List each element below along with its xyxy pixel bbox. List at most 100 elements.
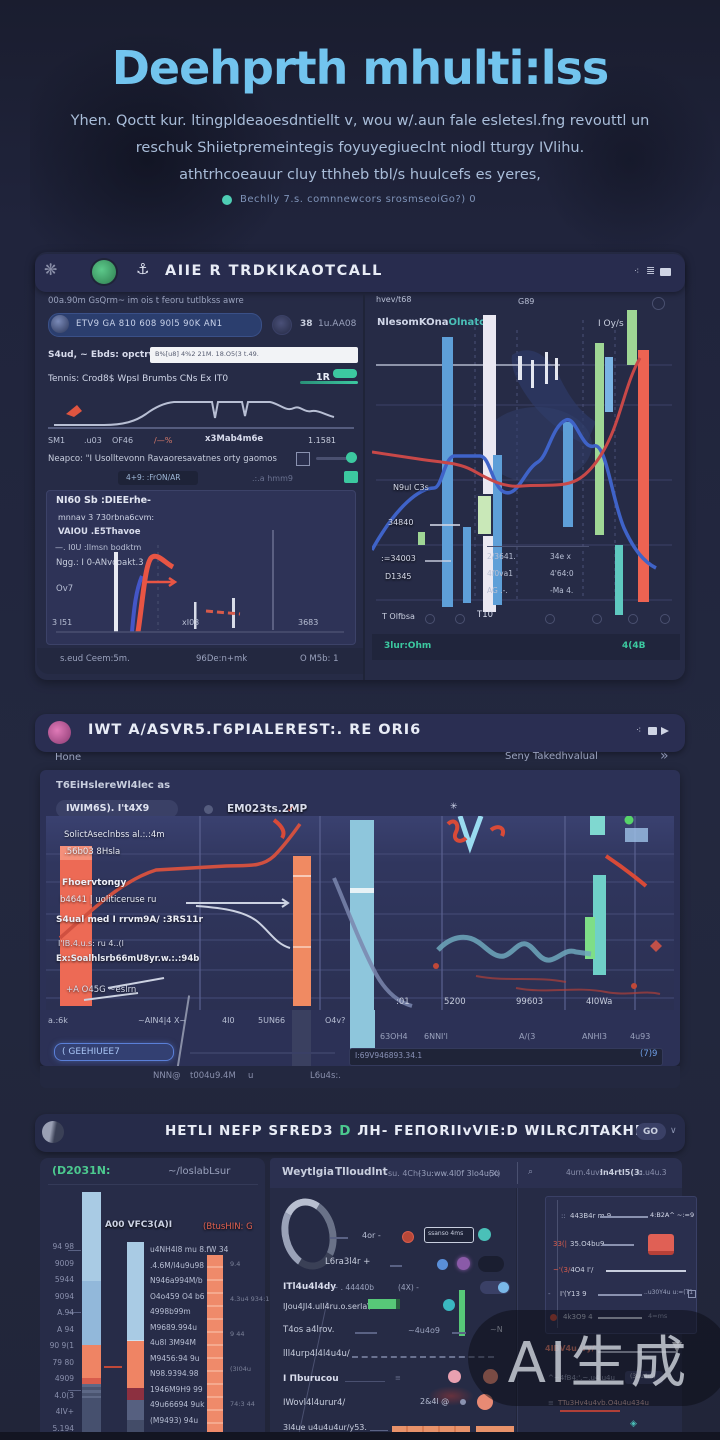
bar2-seg-orange [127,1341,144,1388]
chevron-right-icon[interactable]: » [660,748,669,764]
rtick-label: 9 44 [230,1330,245,1338]
r1-teal-circle[interactable] [478,1228,491,1241]
table-top-border [487,546,589,547]
tick-1: .u03 [84,436,102,445]
chevron-down-icon[interactable]: ∨ [670,1126,677,1136]
toggle[interactable] [480,1281,510,1294]
red-marker-dash [104,1366,122,1368]
p2-label-6: Ex:Soalhlsrb66mU8yr.w.:.:94b [56,954,200,964]
r4-teal-circle[interactable] [443,1299,455,1311]
r2-purple-circle[interactable] [457,1257,470,1270]
mini-xtick-0: 3 I51 [52,618,73,627]
teal-slider[interactable] [333,369,357,378]
line-blue [372,418,657,570]
list-item[interactable]: N946a994M/b [150,1276,203,1285]
panel1-footer-left[interactable]: 3lur:Ohm [384,641,432,651]
p2-xtick-top-2: 99603 [516,997,544,1007]
bar-blue-3 [493,455,502,605]
p2-bar-green [585,917,595,959]
red-check-icon: ✓ [287,805,295,815]
p2-red-bottom-wave [475,975,661,995]
r7-pink-circle[interactable] [448,1370,461,1383]
inset-label-2: :=34003 [381,554,416,563]
list-item[interactable]: 4998b99m [150,1307,191,1316]
account-chip[interactable] [48,313,262,337]
chip-num: 38 [300,319,313,329]
mini-slider-knob[interactable] [346,452,357,463]
stacked-bar-1 [82,1192,101,1440]
list-item[interactable]: u4NH4l8 mu 8.fW 34 [150,1245,229,1254]
b4-glyph-icon: ◈ [630,1419,637,1429]
s1-track[interactable] [600,1216,648,1218]
breadcrumb-right[interactable]: Seny Takedhvalual [505,751,598,762]
s2-label: 35.O4bu9 [570,1240,605,1248]
cyan-seg [350,888,374,893]
list-item[interactable]: 49u66694 9uk [150,1400,205,1409]
r1-red-dot[interactable] [402,1231,414,1243]
p2-cyan-v [457,816,484,854]
teal-toggle[interactable] [344,471,358,483]
box-lightgreen [476,494,493,536]
cyan-bar-base [350,1010,375,1050]
p3-left-header-right[interactable]: ~/loslabLsur [168,1166,231,1177]
mini-chart-title: NI60 Sb :DIEErhe- [56,495,151,506]
list-item[interactable]: O4o459 O4 b6 [150,1291,205,1301]
highlight-pill[interactable] [54,1043,174,1061]
s4-track[interactable] [598,1294,642,1296]
p2-bar-orange [293,856,311,1006]
breadcrumb[interactable]: Hone [55,752,82,763]
teal-slider-track[interactable] [300,381,358,384]
search-input[interactable] [150,347,358,363]
r1-chip[interactable] [424,1227,474,1243]
bar-red [638,350,649,602]
s3-track[interactable] [606,1270,686,1272]
filter-pill[interactable] [56,800,178,818]
r9-line [370,1430,388,1431]
input-underline[interactable] [190,1052,335,1054]
s4-box[interactable] [688,1290,696,1298]
s2-track[interactable] [602,1244,634,1246]
background-silhouette [30,30,290,290]
code-input[interactable] [349,1048,663,1066]
axis-label: 4909 [54,1374,74,1383]
mini-slider-track[interactable] [316,457,356,460]
list-item[interactable]: M9456:94 9u [150,1353,200,1363]
axis-dash-3 [68,1390,81,1391]
panel3-title-d: D [339,1123,352,1139]
panel2-footer [40,1066,680,1088]
stacked-bar-3 [207,1255,223,1440]
p2-footer-3: L6u4s:. [310,1071,341,1081]
axis-mid-label: T10 [477,610,494,620]
pink-avatar-icon[interactable] [48,721,71,744]
p2-footer-2: u [248,1071,254,1081]
token-icon[interactable] [272,315,292,335]
rtick-label: 4.3u4 934:1 [230,1295,270,1303]
list-item[interactable]: .4.6M/l4u9u98 [150,1260,204,1270]
p2-red-squiggles [272,818,648,888]
list-item[interactable]: (M9493) 94u [150,1415,199,1425]
stacked-bar-2 [127,1242,144,1440]
anchor-icon[interactable]: ⚓ [136,260,150,278]
avatar[interactable] [92,260,116,284]
checkbox[interactable] [296,452,310,466]
axis-dot-5 [628,614,638,624]
s3-label: ~'(3/4O4 I'/ [553,1266,593,1274]
list-item[interactable]: N98.9394.98 [150,1369,199,1378]
crescent-icon [42,1121,64,1143]
search-icon[interactable]: ⌕ [528,1167,534,1177]
r2-blue-circle[interactable] [437,1259,448,1270]
inset-label-0: N9ul C3s [393,483,429,492]
toggle-knob [498,1282,509,1293]
list-item[interactable]: M9689.994u [150,1322,198,1332]
p2-xtick-bot-4: 4u93 [630,1032,651,1041]
axis-label: 79 80 [52,1357,74,1367]
p2-ltick-2: 4I0 [222,1016,235,1025]
bar2-seg-darkred [127,1388,144,1400]
mode-chip[interactable] [118,471,198,485]
footer-item-1: 96De:n+mk [196,654,248,664]
s2-red-badge[interactable] [648,1234,674,1255]
s3-label-white: 4O4 I'/ [570,1266,594,1274]
list-item[interactable]: 1946M9H9 99 [150,1384,203,1394]
list-item[interactable]: 4u8l 3M94M [150,1338,197,1347]
header-badge[interactable] [636,1123,666,1140]
